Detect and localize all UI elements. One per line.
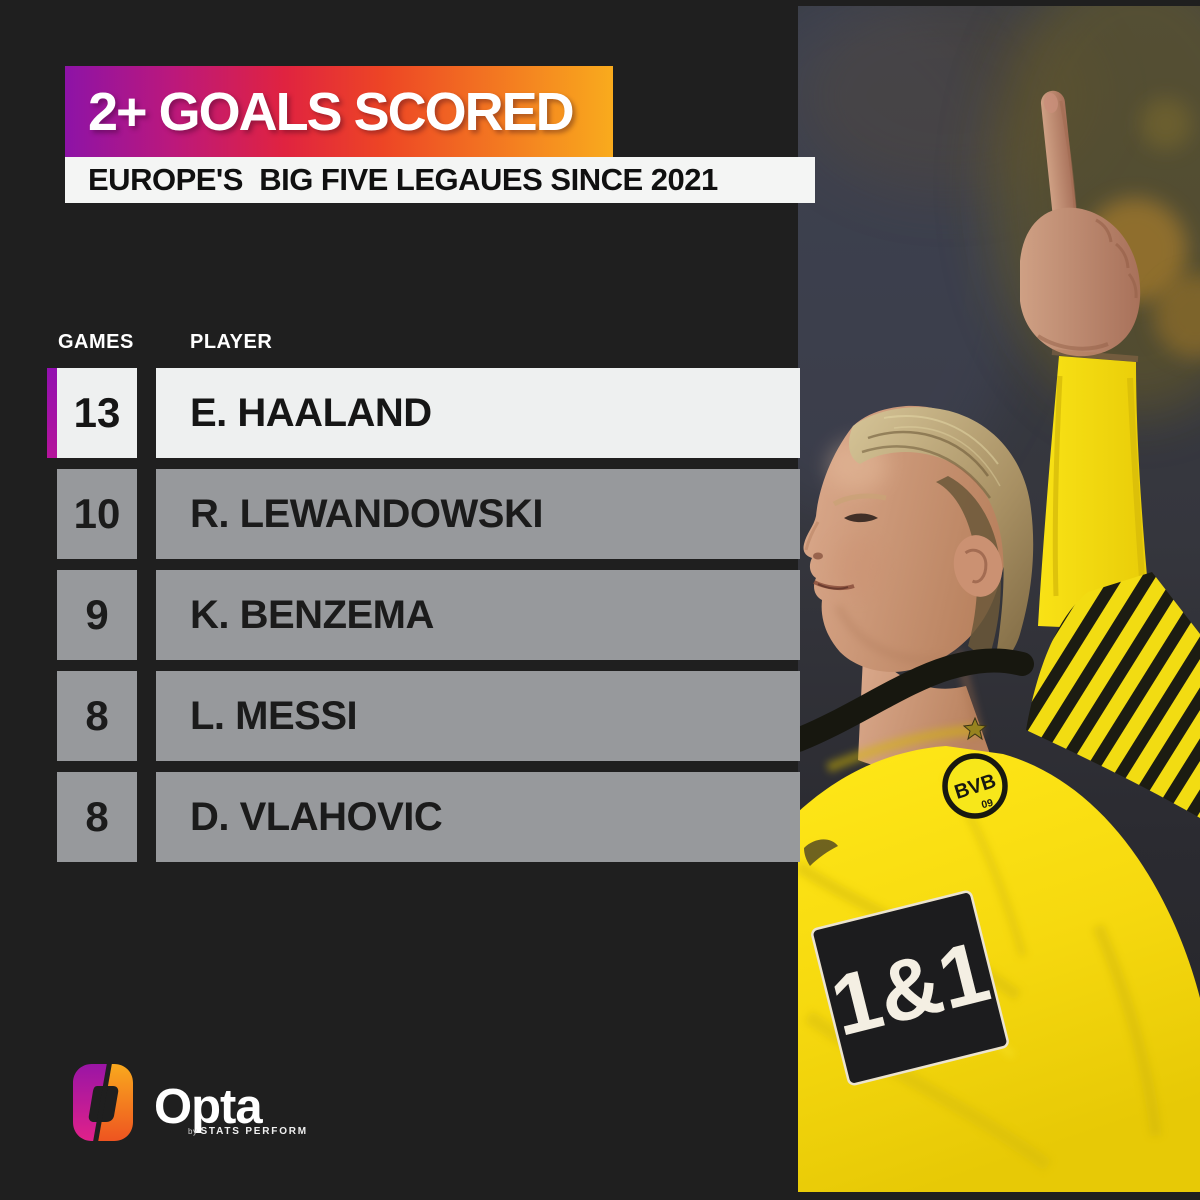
player-cell: L. MESSI [156, 671, 800, 761]
games-cell: 9 [57, 570, 137, 660]
eye [844, 513, 878, 523]
eyebrow [832, 493, 887, 507]
player-cell: E. HAALAND [156, 368, 800, 458]
column-header-player: PLAYER [190, 331, 273, 353]
column-header-games: GAMES [58, 331, 134, 353]
highlight-accent-bar [47, 368, 57, 458]
subtitle-banner: EUROPE'S BIG FIVE LEGAUES SINCE 2021 [65, 157, 815, 203]
page-subtitle: EUROPE'S BIG FIVE LEGAUES SINCE 2021 [88, 162, 718, 197]
tagline-prefix: by [188, 1127, 198, 1136]
player-head [803, 405, 1034, 672]
page-title: 2+ GOALS SCORED [88, 81, 575, 142]
table-row: 9 K. BENZEMA [57, 570, 800, 660]
crest-number: 09 [980, 797, 994, 812]
table-row: 8 D. VLAHOVIC [57, 772, 800, 862]
games-cell: 13 [57, 368, 137, 458]
hair [848, 407, 1034, 668]
puma-logo [804, 839, 838, 866]
player-cell: D. VLAHOVIC [156, 772, 800, 862]
opta-tagline: by STATS PERFORM [188, 1126, 308, 1137]
games-cell: 8 [57, 671, 137, 761]
player-photo: BVB 09 1&1 [798, 6, 1200, 1192]
collar [798, 648, 1034, 752]
table-row: 8 L. MESSI [57, 671, 800, 761]
games-cell: 10 [57, 469, 137, 559]
table-row: 10 R. LEWANDOWSKI [57, 469, 800, 559]
games-cell: 8 [57, 772, 137, 862]
undercut [936, 476, 1001, 661]
sponsor-badge: 1&1 [811, 890, 1009, 1086]
title-banner: 2+ GOALS SCORED [65, 66, 613, 157]
player-cell: R. LEWANDOWSKI [156, 469, 800, 559]
striped-shoulder [1026, 572, 1200, 818]
nostril [813, 552, 823, 560]
jersey: BVB 09 1&1 [798, 572, 1200, 1192]
player-cell: K. BENZEMA [156, 570, 800, 660]
crest-star [962, 716, 988, 741]
ear [953, 535, 1003, 597]
tagline-text: STATS PERFORM [200, 1126, 308, 1137]
opta-wordmark: Opta [154, 1080, 263, 1134]
pointing-hand [1020, 90, 1141, 362]
opta-logo [73, 1062, 133, 1143]
bvb-crest: BVB 09 [942, 753, 1008, 819]
table-row: 13 E. HAALAND [57, 368, 800, 458]
